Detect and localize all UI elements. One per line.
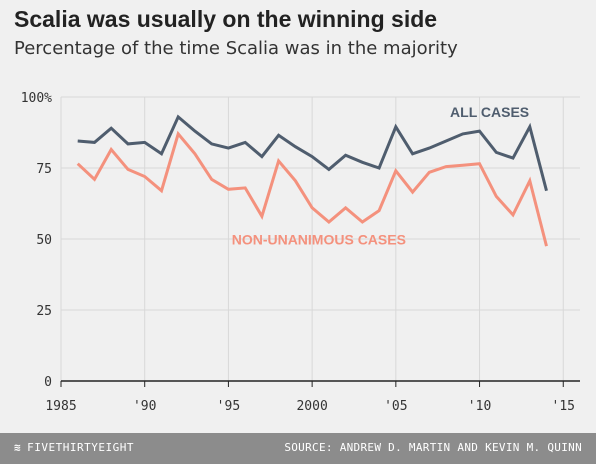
x-tick-label: '05 (384, 399, 407, 414)
series-label-all-cases: ALL CASES (450, 104, 529, 120)
series-layer (76, 114, 548, 247)
series-line-all-cases (77, 114, 548, 192)
x-tick-label: '15 (552, 399, 575, 414)
series-label-non-unanimous: NON-UNANIMOUS CASES (232, 232, 406, 248)
brand-name: FIVETHIRTYEIGHT (27, 441, 134, 454)
chart-subtitle: Percentage of the time Scalia was in the… (14, 38, 458, 59)
axis-layer (60, 380, 580, 387)
chart-title: Scalia was usually on the winning side (14, 6, 438, 32)
y-tick-label: 75 (36, 162, 52, 177)
y-tick-label: 0 (44, 375, 52, 390)
fivethirtyeight-logo-icon: ≋ (14, 441, 22, 454)
x-tick-label: '10 (468, 399, 491, 414)
series-line-non-unanimous (76, 130, 548, 247)
x-tick-label: '95 (217, 399, 240, 414)
y-tick-label: 50 (36, 233, 52, 248)
y-tick-label: 100% (21, 91, 52, 106)
brand-credit: ≋ FIVETHIRTYEIGHT (14, 441, 134, 454)
x-tick-label: '90 (133, 399, 156, 414)
line-chart: 0 25 50 75 100% 1985 '90 '95 2000 '05 '10 '15 ALL CA… (21, 91, 580, 414)
label-layer: 0 25 50 75 100% 1985 '90 '95 2000 '05 '10 '15 ALL CA… (21, 91, 575, 414)
y-tick-label: 25 (36, 304, 52, 319)
grid-layer (60, 96, 580, 381)
source-credit: SOURCE: ANDREW D. MARTIN AND KEVIN M. QU… (284, 441, 582, 454)
x-tick-label: 2000 (296, 399, 327, 414)
footer-bar: ≋ FIVETHIRTYEIGHT SOURCE: ANDREW D. MARTI… (0, 433, 596, 464)
x-tick-label: 1985 (45, 399, 76, 414)
